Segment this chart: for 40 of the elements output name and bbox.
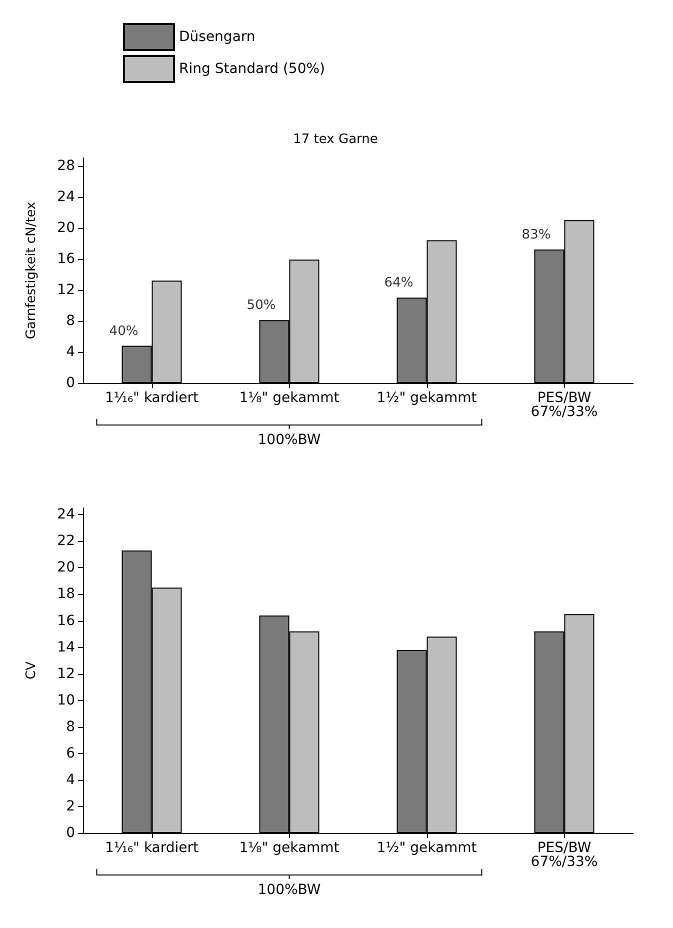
y-tick-label: 16 [57, 612, 76, 629]
y-axis-title: Garnfestigkeit cN/tex [24, 201, 39, 340]
y-tick-label: 28 [57, 158, 75, 174]
y-tick-label: 20 [57, 560, 75, 576]
chart-title: 17 tex Garne [293, 132, 378, 147]
legend-label: Düsengarn [179, 29, 256, 45]
y-tick-label: 12 [57, 666, 75, 682]
y-tick-label: 24 [57, 506, 76, 523]
y-tick-label: 0 [66, 825, 75, 841]
x-tick-label: PES/BW 67%/33% [530, 840, 598, 870]
y-tick-label: 6 [66, 745, 76, 762]
y-tick-label: 8 [66, 718, 75, 735]
annotation: 40% [109, 324, 138, 339]
y-tick-label: 22 [57, 533, 75, 550]
text: 100%BW [258, 432, 321, 448]
y-tick-label: 16 [57, 250, 76, 267]
y-tick-label: 4 [66, 344, 76, 360]
y-tick-label: 18 [57, 586, 75, 602]
x-tick-label: 1⅛" gekammt [239, 390, 340, 406]
text: 100%BW [258, 882, 321, 898]
x-tick-label: 1⅛" gekammt [239, 840, 340, 856]
annotation: 83% [522, 228, 551, 243]
y-tick-label: 4 [66, 772, 76, 788]
x-tick-label: 1¹⁄₁₆" kardiert [104, 390, 200, 406]
y-tick-label: 12 [57, 282, 75, 298]
y-tick-label: 10 [57, 692, 75, 708]
x-tick-label: 1½" gekammt [376, 390, 478, 406]
x-tick-label: PES/BW 67%/33% [530, 390, 598, 420]
annotation: 64% [384, 276, 414, 291]
y-tick-label: 24 [57, 188, 76, 205]
x-tick-label: 1¹⁄₁₆" kardiert [104, 840, 200, 856]
y-tick-label: 2 [66, 798, 75, 814]
y-tick-label: 14 [57, 639, 76, 656]
y-axis-title: CV [24, 661, 39, 680]
legend-label: Ring Standard (50%) [179, 61, 326, 77]
x-tick-label: 1½" gekammt [376, 840, 478, 856]
y-tick-label: 20 [57, 220, 75, 236]
y-tick-label: 0 [66, 375, 75, 391]
y-tick-label: 8 [66, 312, 75, 329]
annotation: 50% [246, 298, 276, 314]
